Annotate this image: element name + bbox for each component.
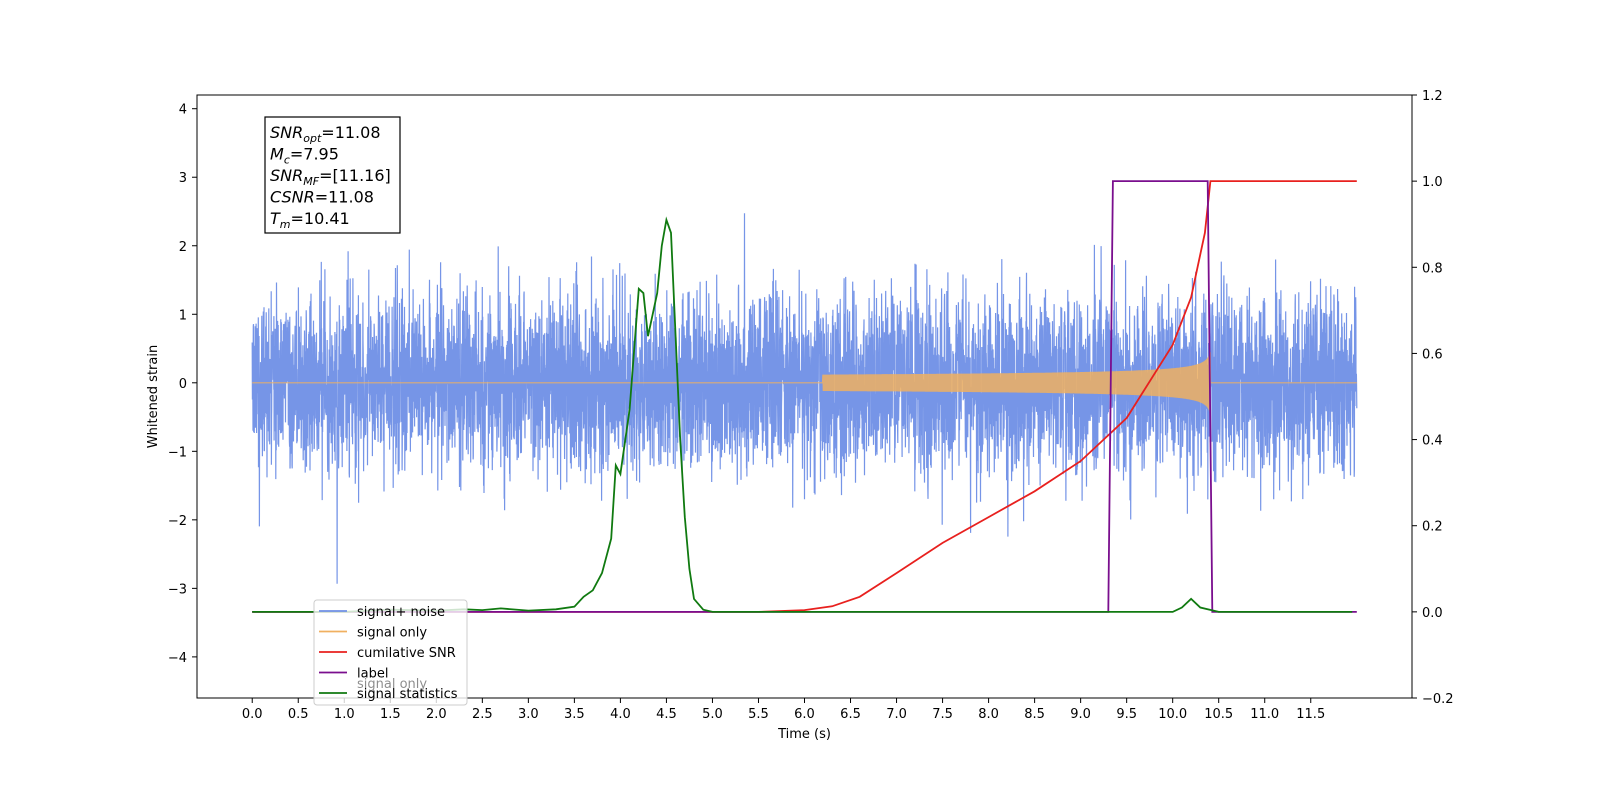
plot-area — [251, 180, 1358, 613]
series-signal-statistics — [252, 216, 1353, 613]
x-tick-label: 11.5 — [1296, 707, 1325, 722]
x-tick-label: 3.0 — [518, 707, 539, 722]
x-tick-label: 2.0 — [426, 707, 447, 722]
series-signal-only — [252, 352, 1357, 413]
left-y-tick-label: −4 — [168, 651, 187, 666]
right-y-tick-label: 0.2 — [1422, 520, 1443, 535]
info-value: =7.95 — [290, 145, 339, 164]
x-tick-label: 8.5 — [1024, 707, 1045, 722]
right-y-tick-label: 1.0 — [1422, 175, 1443, 190]
x-axis-title: Time (s) — [777, 727, 831, 742]
right-y-tick-label: 1.2 — [1422, 89, 1443, 104]
x-tick-label: 3.5 — [564, 707, 585, 722]
legend-label-overlapped: signal only — [357, 677, 427, 692]
info-box-line: SNRMF=[11.16] — [270, 166, 391, 188]
info-subscript: opt — [303, 132, 322, 145]
x-tick-label: 4.5 — [656, 707, 677, 722]
legend-label: signal+ noise — [357, 605, 445, 620]
x-tick-label: 0.5 — [288, 707, 309, 722]
left-y-tick-label: −1 — [168, 445, 187, 460]
x-tick-label: 8.0 — [978, 707, 999, 722]
x-tick-label: 11.0 — [1250, 707, 1279, 722]
left-y-tick-label: −3 — [168, 582, 187, 597]
info-box-line: CSNR=11.08 — [270, 188, 374, 207]
legend-label: signal only — [357, 626, 427, 641]
info-box-line: SNRopt=11.08 — [270, 123, 381, 145]
x-tick-label: 6.5 — [840, 707, 861, 722]
info-value: =[11.16] — [319, 166, 391, 185]
left-y-tick-label: 4 — [179, 103, 187, 118]
legend: signal+ noise signal only cumilative SNR la… — [313, 599, 468, 706]
left-y-tick-label: 0 — [179, 377, 187, 392]
info-value: =10.41 — [291, 209, 350, 228]
info-box-frame — [264, 116, 401, 234]
left-y-tick-label: 1 — [179, 308, 187, 323]
right-y-tick-label: 0.4 — [1422, 434, 1443, 449]
info-variable: T — [270, 209, 281, 228]
x-tick-label: 6.0 — [794, 707, 815, 722]
series-cumilative-snr — [252, 180, 1357, 613]
info-value: =11.08 — [315, 188, 374, 207]
x-tick-label: 4.0 — [610, 707, 631, 722]
info-variable: SNR — [270, 166, 303, 185]
x-tick-label: 5.0 — [702, 707, 723, 722]
info-subscript: m — [280, 218, 291, 231]
left-y-axis-title: Whitened strain — [146, 345, 161, 448]
legend-label: cumilative SNR — [357, 646, 456, 661]
right-y-tick-label: −0.2 — [1422, 692, 1454, 707]
info-box: SNRopt=11.08Mc=7.95SNRMF=[11.16]CSNR=11.… — [264, 116, 401, 234]
x-axis: 0.0 0.5 1.0 1.5 2.0 2.5 3.0 3.5 4.0 4.5 5.0 5.5 6.0 6… — [242, 698, 1325, 722]
legend-label: signal statistics — [357, 687, 458, 702]
info-variable: CSNR — [270, 188, 315, 207]
left-y-axis: 4 3 2 1 0 −1 −2 −3 −4 — [168, 103, 197, 666]
info-value: =11.08 — [321, 123, 380, 142]
left-y-tick-label: 3 — [179, 171, 187, 186]
info-variable: SNR — [270, 123, 303, 142]
info-box-line: Tm=10.41 — [270, 209, 350, 231]
x-tick-label: 5.5 — [748, 707, 769, 722]
info-subscript: c — [284, 154, 290, 167]
legend-frame — [313, 599, 468, 706]
legend-label: label — [357, 667, 388, 682]
right-y-tick-label: 0.6 — [1422, 347, 1443, 362]
info-variable: M — [270, 145, 284, 164]
left-y-tick-label: 2 — [179, 240, 187, 255]
right-y-tick-label: 0.8 — [1422, 261, 1443, 276]
x-tick-label: 7.0 — [886, 707, 907, 722]
right-y-axis: 1.2 1.0 0.8 0.6 0.4 0.2 0.0 −0.2 — [1412, 89, 1454, 707]
x-tick-label: 10.5 — [1204, 707, 1233, 722]
series-signal-plus-noise — [251, 213, 1358, 584]
right-y-tick-label: 0.0 — [1422, 606, 1443, 621]
x-tick-label: 9.0 — [1070, 707, 1091, 722]
x-tick-label: 9.5 — [1116, 707, 1137, 722]
left-y-tick-label: −2 — [168, 514, 187, 529]
x-tick-label: 7.5 — [932, 707, 953, 722]
x-tick-label: 0.0 — [242, 707, 263, 722]
x-tick-label: 1.5 — [380, 707, 401, 722]
x-tick-label: 1.0 — [334, 707, 355, 722]
info-subscript: MF — [303, 175, 319, 188]
x-tick-label: 2.5 — [472, 707, 493, 722]
x-tick-label: 10.0 — [1158, 707, 1187, 722]
info-box-line: Mc=7.95 — [270, 145, 339, 167]
